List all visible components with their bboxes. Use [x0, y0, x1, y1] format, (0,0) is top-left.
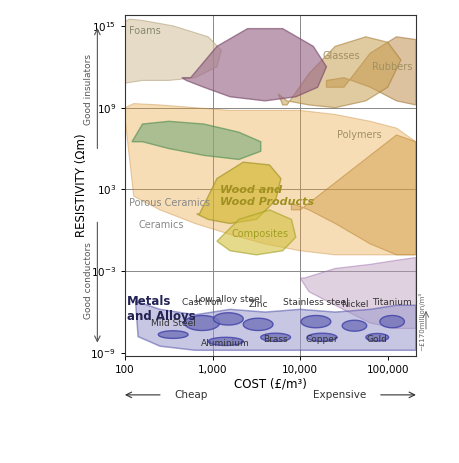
Text: ~£170million/m³: ~£170million/m³ [419, 292, 425, 351]
Polygon shape [300, 257, 416, 328]
Text: Rubbers: Rubbers [372, 62, 412, 72]
Text: Good conductors: Good conductors [84, 242, 93, 319]
Text: Low alloy steel: Low alloy steel [195, 295, 262, 304]
Polygon shape [185, 315, 219, 331]
Text: Foams: Foams [129, 26, 161, 36]
Text: Composites: Composites [232, 229, 289, 239]
Polygon shape [125, 19, 221, 83]
Polygon shape [217, 210, 296, 255]
Text: Brass: Brass [263, 335, 288, 344]
Text: Cheap: Cheap [174, 390, 208, 400]
Polygon shape [182, 29, 326, 101]
Polygon shape [261, 333, 291, 341]
Text: Expensive: Expensive [313, 390, 366, 400]
Text: Metals
and Alloys: Metals and Alloys [127, 295, 196, 323]
Text: Titanium: Titanium [372, 298, 412, 307]
Polygon shape [208, 338, 243, 345]
Text: Wood and
Wood Products: Wood and Wood Products [219, 186, 313, 207]
Polygon shape [197, 162, 281, 224]
Polygon shape [301, 315, 331, 328]
Text: Copper: Copper [306, 335, 338, 344]
Polygon shape [158, 331, 188, 338]
Polygon shape [380, 315, 404, 328]
Y-axis label: RESISTIVITY (Ωm): RESISTIVITY (Ωm) [75, 133, 88, 237]
Text: Good insulators: Good insulators [84, 55, 93, 125]
Polygon shape [366, 333, 389, 341]
Polygon shape [125, 104, 416, 255]
Text: Ceramics: Ceramics [138, 219, 184, 230]
Polygon shape [307, 333, 337, 341]
Polygon shape [132, 121, 261, 159]
Text: Gold: Gold [367, 335, 388, 344]
Polygon shape [278, 37, 401, 108]
Text: Zinc: Zinc [248, 300, 268, 309]
Text: Polymers: Polymers [337, 130, 381, 140]
Polygon shape [243, 318, 273, 331]
Polygon shape [342, 320, 367, 331]
Text: Cast Iron: Cast Iron [182, 298, 222, 307]
Polygon shape [213, 313, 243, 325]
Text: Porous Ceramics: Porous Ceramics [129, 198, 211, 208]
Text: Glasses: Glasses [322, 51, 360, 61]
Text: Mild Steel: Mild Steel [151, 319, 196, 328]
Polygon shape [135, 301, 416, 350]
Polygon shape [291, 135, 416, 255]
Text: Aluminium: Aluminium [202, 339, 250, 348]
Text: Nickel: Nickel [341, 300, 368, 309]
Polygon shape [326, 37, 416, 105]
X-axis label: COST (£/m³): COST (£/m³) [234, 377, 307, 390]
Text: Stainless steel: Stainless steel [283, 298, 349, 307]
